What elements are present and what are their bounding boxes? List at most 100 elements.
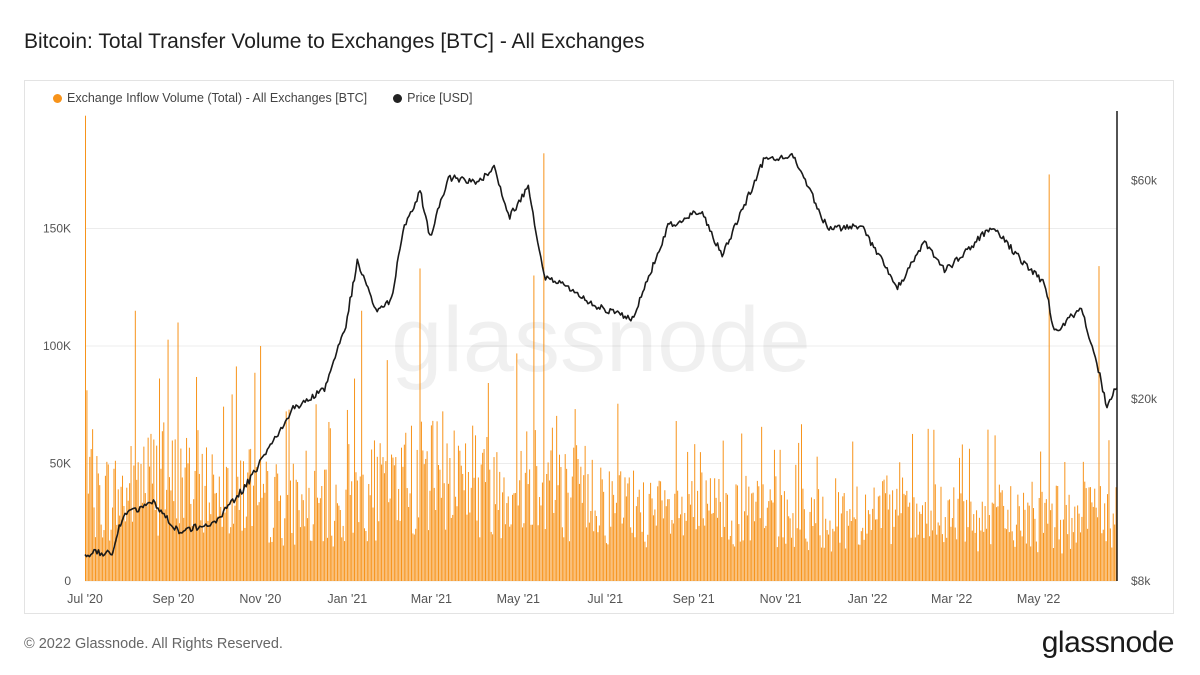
legend-item-inflow[interactable]: Exchange Inflow Volume (Total) - All Exc… [53, 91, 367, 105]
inflow-bar [174, 439, 176, 581]
inflow-bar [423, 464, 425, 581]
inflow-bar [560, 467, 562, 581]
inflow-bar [1095, 507, 1097, 581]
inflow-bar [492, 534, 494, 581]
inflow-bar [991, 502, 993, 581]
inflow-bar [197, 430, 199, 581]
inflow-bar [902, 477, 904, 581]
legend-dot-price [393, 93, 403, 103]
inflow-bar [544, 529, 546, 581]
inflow-bar [126, 487, 128, 581]
inflow-bar [658, 480, 660, 581]
inflow-bar [383, 473, 385, 581]
inflow-bar [237, 476, 239, 581]
inflow-bar [355, 472, 357, 581]
inflow-bar [984, 506, 986, 581]
inflow-bar [326, 537, 328, 581]
glassnode-logo[interactable]: glassnode [1041, 626, 1175, 659]
legend-item-price[interactable]: Price [USD] [393, 91, 472, 105]
inflow-bar [321, 486, 323, 581]
inflow-bar [897, 515, 899, 581]
inflow-bar [694, 444, 696, 581]
inflow-bar [1038, 497, 1040, 581]
inflow-bar [884, 493, 886, 581]
inflow-bar [372, 507, 374, 581]
inflow-bar [302, 500, 304, 581]
inflow-bar [741, 433, 743, 581]
inflow-bar [398, 488, 400, 581]
inflow-bar [583, 475, 585, 581]
inflow-bar [977, 551, 979, 581]
inflow-bar [822, 496, 824, 581]
inflow-bar [956, 539, 958, 581]
inflow-bar [892, 490, 894, 581]
inflow-bar [661, 500, 663, 581]
inflow-bar [685, 520, 687, 581]
inflow-bar [1089, 487, 1091, 581]
inflow-bar [701, 472, 703, 581]
inflow-bar [769, 489, 771, 581]
inflow-bar [577, 459, 579, 581]
inflow-bar [789, 518, 791, 581]
inflow-bar [1085, 488, 1087, 581]
inflow-bar [702, 518, 704, 581]
inflow-bar [637, 496, 639, 581]
inflow-bar [1028, 505, 1030, 581]
inflow-bar [590, 510, 592, 581]
inflow-bar [401, 447, 403, 581]
inflow-bar [714, 478, 716, 581]
inflow-bar [614, 513, 616, 581]
inflow-bar [332, 546, 334, 581]
inflow-bar [870, 529, 872, 581]
x-tick-label: Nov '20 [239, 592, 281, 606]
inflow-bar [759, 518, 761, 581]
inflow-bar [613, 494, 615, 581]
inflow-bar [587, 474, 589, 581]
inflow-bar [1025, 543, 1027, 581]
inflow-bar [950, 526, 952, 581]
inflow-bar [675, 421, 677, 581]
inflow-bar [840, 513, 842, 581]
inflow-bar [287, 494, 289, 581]
inflow-bar [519, 480, 521, 581]
inflow-bar [551, 427, 553, 581]
inflow-bar [1001, 490, 1003, 581]
inflow-bar [1003, 505, 1005, 581]
inflow-bar [334, 520, 336, 581]
x-tick-label: Mar '22 [931, 592, 972, 606]
inflow-bar [521, 527, 523, 581]
inflow-bar [122, 475, 124, 581]
inflow-bar [475, 435, 477, 581]
inflow-bar [96, 456, 98, 581]
inflow-bar [934, 484, 936, 581]
inflow-bar [644, 541, 646, 581]
inflow-bar [534, 430, 536, 581]
inflow-bar [449, 458, 451, 581]
inflow-bar [395, 457, 397, 581]
inflow-bar [793, 546, 795, 581]
inflow-bar [250, 448, 252, 581]
x-tick-label: Nov '21 [760, 592, 802, 606]
inflow-bar [718, 479, 720, 581]
inflow-bar [779, 449, 781, 581]
x-tick-label: Mar '21 [411, 592, 452, 606]
y-left-tick-label: 100K [43, 339, 71, 353]
chart-card: 0 50K 100K 150K glassnode $8k $20k $60k Jul '20 S… [24, 80, 1174, 614]
inflow-bar [1074, 506, 1076, 581]
inflow-bar [802, 488, 804, 581]
inflow-bar [961, 444, 963, 581]
inflow-bar [699, 452, 701, 581]
inflow-bar [139, 508, 141, 581]
inflow-bar [1114, 524, 1116, 581]
inflow-bar [949, 499, 951, 581]
inflow-bar [896, 488, 898, 581]
inflow-bar [704, 525, 706, 581]
inflow-bar [161, 431, 163, 581]
inflow-bar [981, 501, 983, 581]
inflow-bar [516, 353, 518, 581]
inflow-bar [745, 475, 747, 581]
inflow-bar [971, 530, 973, 581]
inflow-bar [931, 530, 933, 581]
inflow-bar [97, 473, 99, 581]
inflow-bar [624, 477, 626, 581]
